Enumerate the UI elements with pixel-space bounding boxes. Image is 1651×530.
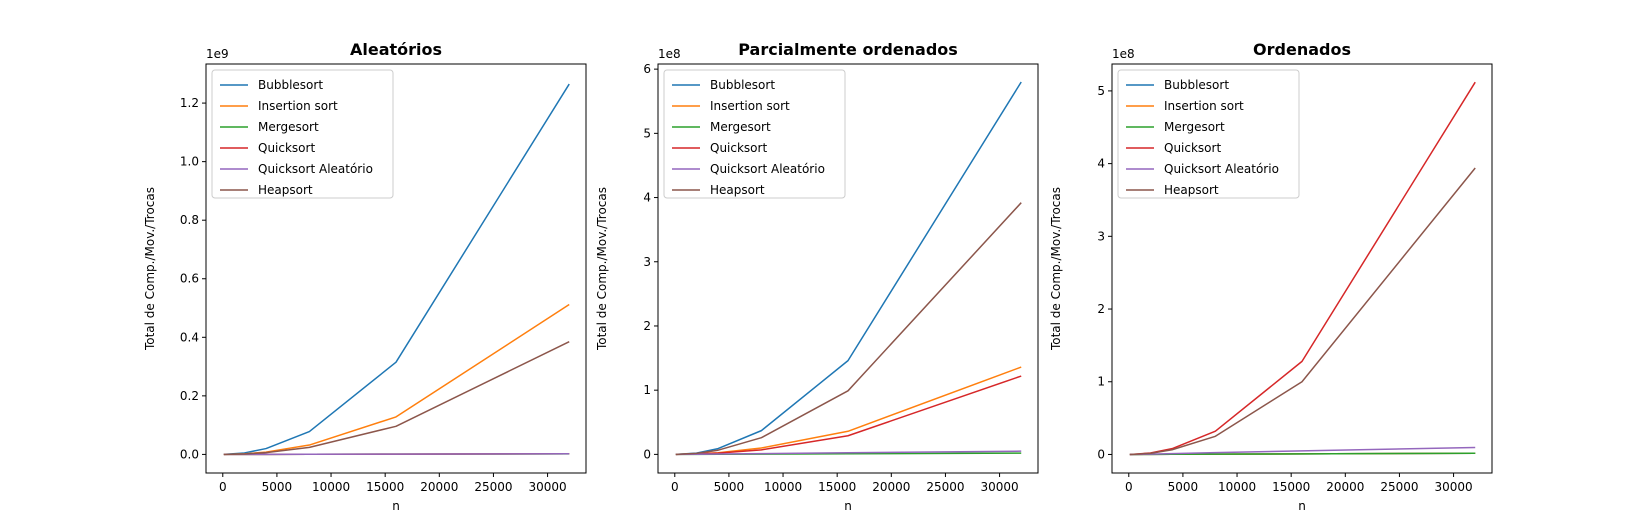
legend-entry-heapsort: Heapsort — [710, 183, 765, 197]
y-tick-label: 4 — [1097, 157, 1105, 171]
legend-entry-quicksort-aleat-rio: Quicksort Aleatório — [710, 162, 825, 176]
chart-panel-3: 0 5000 10000 15000 20000 25000 30000 0 1 2 3 4 5 1e8 O… — [1049, 40, 1493, 513]
y-tick-label: 0.0 — [180, 447, 199, 461]
y-tick-label: 5 — [643, 126, 651, 140]
y-axis-label: Total de Comp./Mov./Trocas — [143, 187, 157, 351]
legend-box — [1117, 69, 1300, 199]
x-axis-label: n — [392, 499, 400, 513]
y-tick-label: 2 — [643, 319, 651, 333]
legend-box — [211, 69, 394, 199]
y-tick-label: 4 — [643, 191, 651, 205]
x-tick-label: 30000 — [980, 480, 1018, 494]
series-line-heapsort — [675, 202, 1022, 456]
y-tick-label: 6 — [643, 62, 651, 76]
legend-entry-quicksort: Quicksort — [258, 141, 315, 155]
legend: Bubblesort Insertion sort Mergesort Quickso… — [1117, 69, 1300, 199]
series-line-heapsort — [223, 341, 570, 456]
y-tick-label: 1.0 — [180, 155, 199, 169]
legend-entry-quicksort: Quicksort — [1164, 141, 1221, 155]
x-tick-label: 20000 — [1326, 480, 1364, 494]
y-axis-multiplier: 1e9 — [206, 47, 229, 61]
y-tick-label: 2 — [1097, 302, 1105, 316]
legend-entry-heapsort: Heapsort — [1164, 183, 1219, 197]
legend-entry-mergesort: Mergesort — [1164, 120, 1225, 134]
chart-title: Aleatórios — [350, 40, 442, 59]
legend-entry-mergesort: Mergesort — [710, 120, 771, 134]
legend-entry-bubblesort: Bubblesort — [710, 78, 775, 92]
y-tick-label: 0.2 — [180, 389, 199, 403]
x-tick-label: 15000 — [1272, 480, 1310, 494]
chart-panel-1: 0 5000 10000 15000 20000 25000 30000 0.0 0.2 0.4 0… — [143, 40, 587, 513]
x-axis-label: n — [1298, 499, 1306, 513]
legend-entry-mergesort: Mergesort — [258, 120, 319, 134]
series-line-heapsort — [1129, 167, 1476, 456]
y-tick-label: 0 — [1097, 447, 1105, 461]
y-tick-label: 5 — [1097, 84, 1105, 98]
legend-entry-quicksort: Quicksort — [710, 141, 767, 155]
x-tick-label: 5000 — [1168, 480, 1199, 494]
y-tick-label: 0 — [643, 447, 651, 461]
legend-box — [663, 69, 846, 199]
series-line-quicksort-aleat-rio — [223, 453, 570, 456]
x-tick-label: 10000 — [312, 480, 350, 494]
y-tick-label: 1 — [1097, 375, 1105, 389]
y-axis-label: Total de Comp./Mov./Trocas — [595, 187, 609, 351]
y-axis-multiplier: 1e8 — [658, 47, 681, 61]
x-tick-label: 30000 — [1434, 480, 1472, 494]
y-tick-label: 3 — [1097, 229, 1105, 243]
chart-title: Ordenados — [1253, 40, 1351, 59]
x-axis-label: n — [844, 499, 852, 513]
y-tick-label: 0.4 — [180, 330, 199, 344]
x-tick-label: 10000 — [1218, 480, 1256, 494]
legend-entry-bubblesort: Bubblesort — [1164, 78, 1229, 92]
x-tick-label: 0 — [671, 480, 679, 494]
legend-entry-quicksort-aleat-rio: Quicksort Aleatório — [1164, 162, 1279, 176]
legend-entry-heapsort: Heapsort — [258, 183, 313, 197]
x-tick-label: 20000 — [420, 480, 458, 494]
legend-entry-insertion-sort: Insertion sort — [710, 99, 790, 113]
y-tick-label: 1 — [643, 383, 651, 397]
y-axis-label: Total de Comp./Mov./Trocas — [1049, 187, 1063, 351]
y-tick-label: 1.2 — [180, 96, 199, 110]
y-tick-label: 0.8 — [180, 213, 199, 227]
x-tick-label: 5000 — [262, 480, 293, 494]
legend: Bubblesort Insertion sort Mergesort Quickso… — [211, 69, 394, 199]
x-tick-label: 25000 — [474, 480, 512, 494]
y-tick-label: 0.6 — [180, 272, 199, 286]
x-tick-label: 20000 — [872, 480, 910, 494]
x-tick-label: 15000 — [366, 480, 404, 494]
chart-panel-2: 0 5000 10000 15000 20000 25000 30000 0 1 2 3 4 5 6 1e8… — [595, 40, 1039, 513]
legend-entry-insertion-sort: Insertion sort — [1164, 99, 1244, 113]
x-tick-label: 15000 — [818, 480, 856, 494]
y-tick-label: 3 — [643, 255, 651, 269]
x-tick-label: 10000 — [764, 480, 802, 494]
x-tick-label: 30000 — [528, 480, 566, 494]
legend-entry-insertion-sort: Insertion sort — [258, 99, 338, 113]
legend-entry-quicksort-aleat-rio: Quicksort Aleatório — [258, 162, 373, 176]
y-axis-multiplier: 1e8 — [1112, 47, 1135, 61]
x-tick-label: 25000 — [1380, 480, 1418, 494]
x-tick-label: 0 — [1125, 480, 1133, 494]
x-tick-label: 25000 — [926, 480, 964, 494]
x-tick-label: 5000 — [714, 480, 745, 494]
legend: Bubblesort Insertion sort Mergesort Quickso… — [663, 69, 846, 199]
legend-entry-bubblesort: Bubblesort — [258, 78, 323, 92]
x-tick-label: 0 — [219, 480, 227, 494]
chart-title: Parcialmente ordenados — [738, 40, 958, 59]
